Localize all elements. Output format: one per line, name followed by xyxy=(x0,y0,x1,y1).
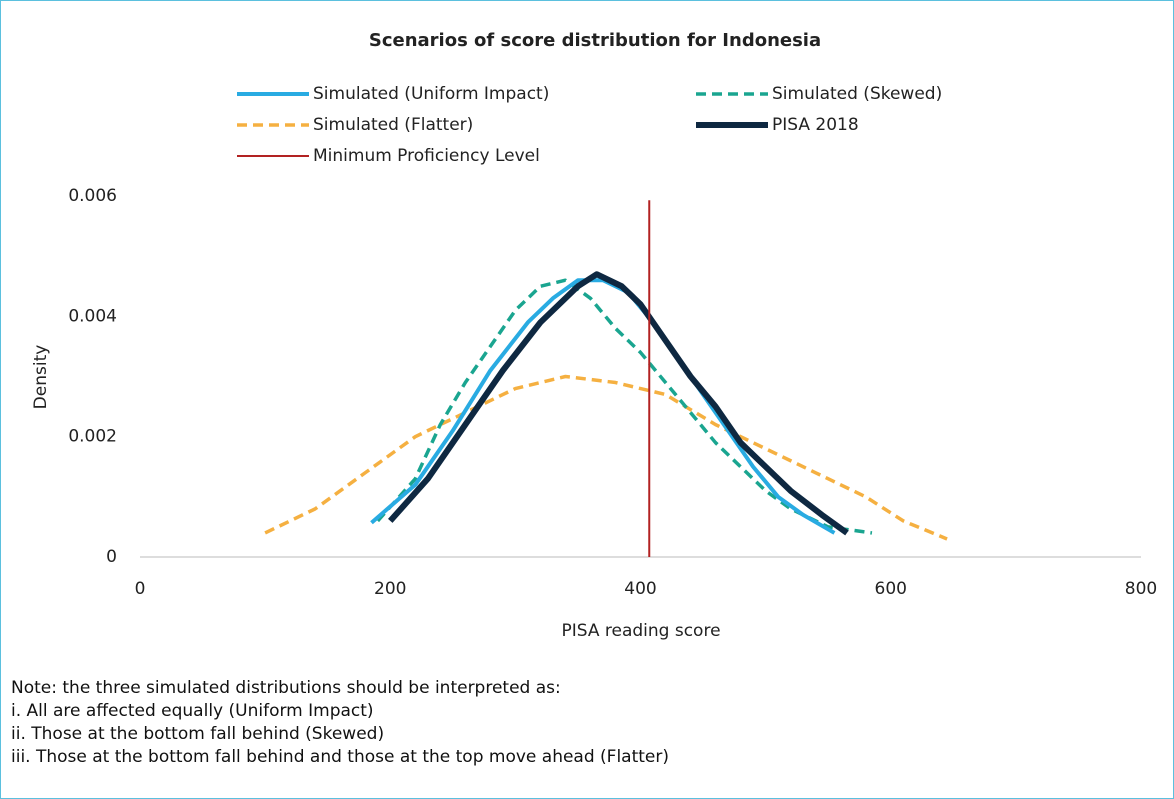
x-tick-label: 600 xyxy=(875,579,907,599)
y-tick-label: 0.002 xyxy=(68,427,117,447)
y-tick-label: 0 xyxy=(106,547,117,567)
note: ii. Those at the bottom fall behind (Ske… xyxy=(11,724,385,744)
legend-label: PISA 2018 xyxy=(772,115,859,135)
legend-label: Simulated (Uniform Impact) xyxy=(313,84,549,104)
series-line xyxy=(388,271,849,536)
note: Note: the three simulated distributions … xyxy=(11,678,561,698)
x-tick-label: 0 xyxy=(135,579,146,599)
chart: Scenarios of score distribution for Indo… xyxy=(31,30,1157,641)
legend-label: Simulated (Skewed) xyxy=(772,84,942,104)
y-axis-label: Density xyxy=(31,345,51,410)
y-tick-label: 0.006 xyxy=(68,186,117,206)
x-axis-label: PISA reading score xyxy=(561,621,720,641)
x-tick-label: 800 xyxy=(1125,579,1157,599)
x-tick-label: 400 xyxy=(624,579,656,599)
y-tick-label: 0.004 xyxy=(68,306,117,326)
x-tick-label: 200 xyxy=(374,579,406,599)
series-line xyxy=(370,278,836,535)
series-line xyxy=(376,278,873,535)
notes: Note: the three simulated distributions … xyxy=(11,677,669,769)
chart-title: Scenarios of score distribution for Indo… xyxy=(369,30,821,51)
legend-label: Simulated (Flatter) xyxy=(313,115,473,135)
note: iii. Those at the bottom fall behind and… xyxy=(11,747,670,767)
series-line xyxy=(264,374,948,541)
note: i. All are affected equally (Uniform Imp… xyxy=(11,701,374,721)
legend-label: Minimum Proficiency Level xyxy=(313,146,540,166)
